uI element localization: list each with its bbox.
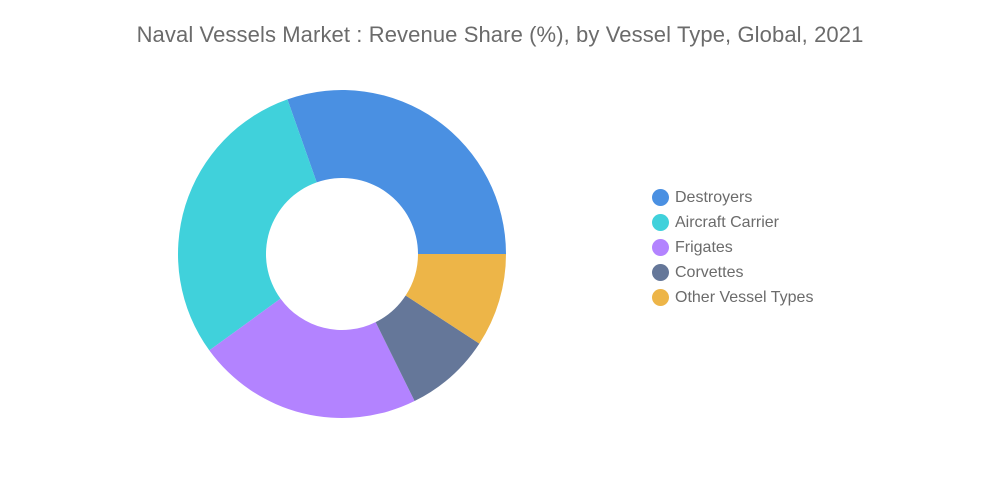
legend-item-destroyers: Destroyers	[652, 185, 813, 210]
slice-destroyers	[287, 90, 506, 254]
slice-other-vessel-types	[405, 254, 506, 344]
legend-label: Destroyers	[675, 188, 753, 206]
legend-item-frigates: Frigates	[652, 235, 813, 260]
slice-frigates	[209, 298, 415, 419]
legend-swatch	[652, 189, 669, 206]
slice-corvettes	[375, 295, 480, 402]
legend-label: Aircraft Carrier	[675, 213, 780, 231]
legend-item-aircraft-carrier: Aircraft Carrier	[652, 210, 813, 235]
slice-aircraft-carrier	[177, 99, 317, 351]
legend-label: Frigates	[675, 238, 733, 256]
legend-label: Other Vessel Types	[675, 288, 814, 306]
chart-legend: Destroyers Aircraft Carrier Frigates Corvet…	[652, 185, 813, 310]
legend-swatch	[652, 264, 669, 281]
legend-swatch	[652, 214, 669, 231]
legend-swatch	[652, 239, 669, 256]
legend-label: Corvettes	[675, 263, 744, 281]
chart-title: Naval Vessels Market : Revenue Share (%)…	[136, 22, 864, 47]
legend-item-other-vessel-types: Other Vessel Types	[652, 285, 813, 310]
legend-item-corvettes: Corvettes	[652, 260, 813, 285]
legend-swatch	[652, 289, 669, 306]
